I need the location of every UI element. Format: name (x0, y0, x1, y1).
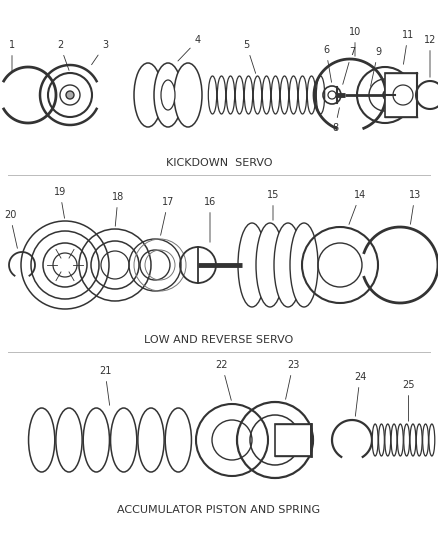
Text: 25: 25 (402, 380, 415, 421)
Text: 24: 24 (354, 372, 366, 416)
Text: 14: 14 (349, 190, 366, 224)
Ellipse shape (56, 408, 82, 472)
Ellipse shape (378, 424, 385, 456)
Bar (275, 424, 311, 456)
Ellipse shape (397, 424, 403, 456)
Text: 12: 12 (424, 35, 436, 77)
Text: 7: 7 (343, 47, 355, 84)
Ellipse shape (161, 80, 175, 110)
Text: 16: 16 (204, 197, 216, 242)
Ellipse shape (372, 424, 378, 456)
Text: 3: 3 (92, 40, 108, 64)
Ellipse shape (290, 76, 298, 114)
Ellipse shape (226, 76, 235, 114)
Ellipse shape (256, 223, 284, 307)
Text: 2: 2 (57, 40, 69, 70)
Text: 17: 17 (161, 197, 174, 235)
Text: 19: 19 (54, 187, 66, 218)
Ellipse shape (385, 424, 391, 456)
Text: KICKDOWN  SERVO: KICKDOWN SERVO (166, 158, 272, 168)
Text: 20: 20 (4, 210, 18, 248)
Ellipse shape (235, 76, 244, 114)
Ellipse shape (307, 76, 316, 114)
Text: 18: 18 (112, 192, 124, 226)
Ellipse shape (429, 424, 435, 456)
Text: 8: 8 (332, 108, 339, 133)
Ellipse shape (28, 408, 55, 472)
Ellipse shape (154, 63, 182, 127)
Ellipse shape (280, 76, 289, 114)
Ellipse shape (238, 223, 266, 307)
Text: ACCUMULATOR PISTON AND SPRING: ACCUMULATOR PISTON AND SPRING (117, 505, 321, 515)
Ellipse shape (208, 76, 217, 114)
Text: 4: 4 (178, 35, 201, 61)
Text: 6: 6 (323, 45, 332, 82)
Ellipse shape (298, 76, 307, 114)
Text: 11: 11 (402, 30, 414, 64)
Ellipse shape (423, 424, 428, 456)
Ellipse shape (110, 408, 137, 472)
Text: 13: 13 (409, 190, 421, 224)
Text: 22: 22 (216, 360, 231, 400)
Text: 23: 23 (286, 360, 299, 399)
Ellipse shape (138, 408, 164, 472)
Text: 5: 5 (244, 40, 256, 74)
Ellipse shape (316, 76, 325, 114)
Ellipse shape (217, 76, 226, 114)
Text: 1: 1 (9, 40, 15, 72)
Ellipse shape (290, 223, 318, 307)
Ellipse shape (271, 76, 280, 114)
Text: 10: 10 (349, 27, 361, 56)
Text: LOW AND REVERSE SERVO: LOW AND REVERSE SERVO (145, 335, 293, 345)
Circle shape (66, 91, 74, 99)
Ellipse shape (244, 76, 253, 114)
Ellipse shape (253, 76, 261, 114)
Ellipse shape (174, 63, 202, 127)
Text: 21: 21 (99, 366, 111, 405)
Text: 15: 15 (267, 190, 279, 220)
Ellipse shape (404, 424, 410, 456)
Ellipse shape (262, 76, 271, 114)
Text: 9: 9 (371, 47, 381, 86)
Ellipse shape (417, 424, 422, 456)
Ellipse shape (83, 408, 110, 472)
Ellipse shape (134, 63, 162, 127)
Ellipse shape (274, 223, 302, 307)
Ellipse shape (165, 408, 191, 472)
Bar (385, 73, 417, 117)
Ellipse shape (391, 424, 397, 456)
Ellipse shape (410, 424, 416, 456)
